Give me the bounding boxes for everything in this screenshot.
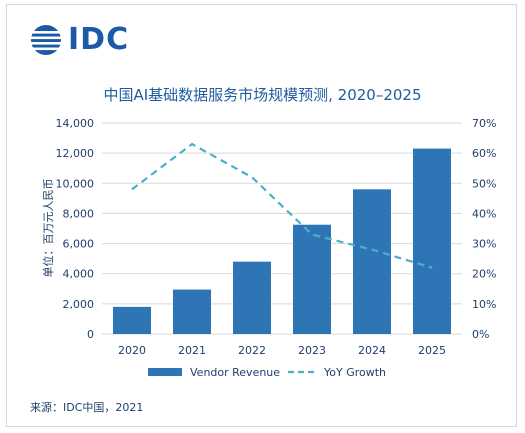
- source-note: 来源：IDC中国，2021: [30, 401, 144, 414]
- right-tick-label: 70%: [472, 117, 496, 130]
- left-tick-label: 14,000: [56, 117, 95, 130]
- left-axis-ticks: 0 2,000 4,000 6,000 8,000 10,000 12,000 14,000: [56, 117, 95, 341]
- gridlines: [102, 122, 462, 335]
- right-tick-label: 50%: [472, 177, 496, 190]
- left-tick-label: 2,000: [63, 298, 95, 311]
- right-tick-label: 40%: [472, 207, 496, 220]
- right-tick-label: 10%: [472, 298, 496, 311]
- bar-2023: [293, 224, 331, 334]
- line-series: [131, 142, 433, 269]
- left-tick-label: 12,000: [56, 147, 95, 160]
- left-tick-label: 8,000: [63, 207, 95, 220]
- right-tick-label: 0%: [472, 328, 489, 341]
- right-tick-label: 20%: [472, 268, 496, 281]
- yoy-growth-line: [131, 142, 433, 269]
- legend-swatch-vendor-revenue: [148, 368, 182, 376]
- bar-2020: [113, 306, 151, 334]
- x-tick-label: 2023: [298, 344, 326, 357]
- left-tick-label: 0: [87, 328, 94, 341]
- bar-2025: [413, 148, 451, 334]
- x-tick-label: 2021: [178, 344, 206, 357]
- x-tick-label: 2024: [358, 344, 386, 357]
- left-tick-label: 6,000: [63, 238, 95, 251]
- globe-icon: [31, 25, 61, 55]
- idc-logo: IDC: [30, 22, 129, 58]
- legend-label-vendor-revenue: Vendor Revenue: [190, 366, 280, 379]
- logo-text: IDC: [68, 22, 130, 57]
- right-tick-label: 60%: [472, 147, 496, 160]
- left-tick-label: 4,000: [63, 268, 95, 281]
- left-tick-label: 10,000: [56, 177, 95, 190]
- x-tick-label: 2022: [238, 344, 266, 357]
- right-tick-label: 30%: [472, 238, 496, 251]
- chart-title: 中国AI基础数据服务市场规模预测, 2020–2025: [103, 86, 422, 104]
- bar-series: [113, 148, 451, 334]
- x-axis-ticks: 2020 2021 2022 2023 2024 2025: [118, 344, 446, 357]
- legend: Vendor Revenue YoY Growth: [148, 366, 386, 379]
- y-axis-label: 单位：百万元人民币: [41, 179, 55, 278]
- x-tick-label: 2020: [118, 344, 146, 357]
- legend-label-yoy-growth: YoY Growth: [323, 366, 386, 379]
- bar-2021: [173, 289, 211, 334]
- bar-2022: [233, 261, 271, 334]
- bar-2024: [353, 189, 391, 334]
- right-axis-ticks: 0% 10% 20% 30% 40% 50% 60% 70%: [472, 117, 496, 341]
- x-tick-label: 2025: [418, 344, 446, 357]
